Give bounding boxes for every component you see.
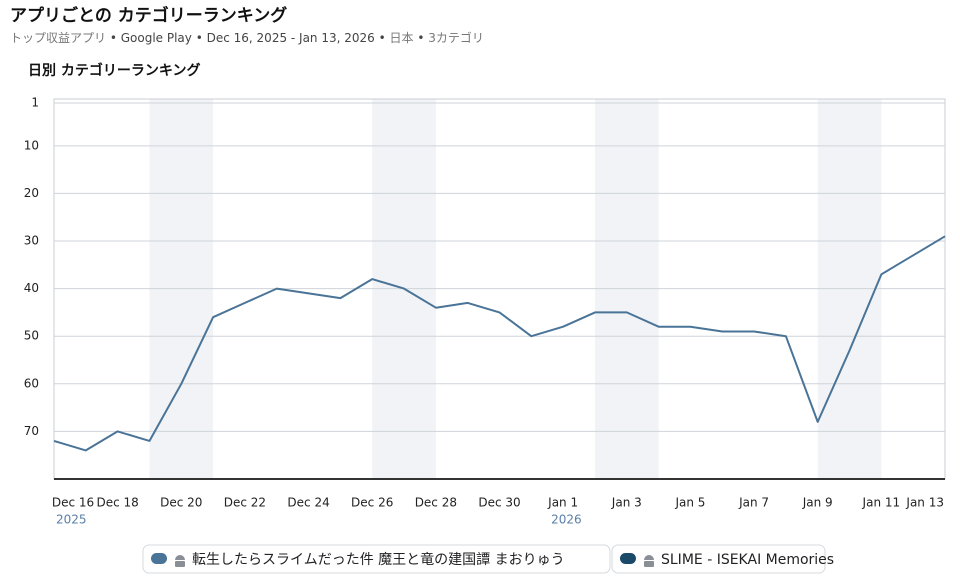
x-tick-label: Dec 22	[224, 496, 266, 510]
x-tick-label: Dec 28	[415, 496, 457, 510]
y-tick-label: 30	[24, 234, 39, 248]
chart-title: 日別 カテゴリーランキング	[28, 62, 200, 79]
android-icon	[644, 561, 654, 567]
subtitle-part: Dec 16, 2025 - Jan 13, 2026	[207, 31, 375, 45]
x-tick-label: Dec 18	[96, 496, 138, 510]
x-tick-label: Jan 11	[862, 496, 901, 510]
x-tick-label: Jan 5	[674, 496, 705, 510]
series-line	[53, 235, 946, 452]
android-icon	[175, 555, 185, 560]
x-tick-label: Jan 9	[802, 496, 833, 510]
legend-swatch	[620, 553, 636, 564]
subtitle-part: 日本	[390, 31, 414, 45]
y-tick-label: 20	[24, 186, 39, 200]
legend-label: 転生したらスライムだった件 魔王と竜の建国譚 まおりゅう	[192, 551, 565, 568]
page-title: アプリごとの カテゴリーランキング	[10, 5, 287, 26]
legend-label: SLIME - ISEKAI Memories	[661, 552, 834, 568]
y-tick-label: 70	[24, 424, 39, 438]
y-tick-label: 60	[24, 376, 39, 390]
year-label: 2025	[56, 513, 87, 527]
y-tick-label: 1	[31, 96, 39, 110]
year-label: 2026	[551, 513, 582, 527]
subtitle-part: トップ収益アプリ	[10, 31, 106, 45]
y-tick-label: 10	[24, 138, 39, 152]
x-tick-label: Dec 24	[287, 496, 329, 510]
legend-swatch	[151, 553, 167, 564]
x-tick-label: Jan 3	[611, 496, 642, 510]
legend-item[interactable]: 転生したらスライムだった件 魔王と竜の建国譚 まおりゅう	[142, 544, 611, 574]
android-icon	[644, 555, 654, 560]
subtitle: トップ収益アプリ • Google Play • Dec 16, 2025 - …	[10, 30, 484, 45]
legend-pill[interactable]	[142, 544, 611, 574]
android-icon	[175, 561, 185, 567]
x-tick-label: Dec 16	[52, 496, 94, 510]
x-tick-label: Jan 13	[905, 496, 944, 510]
subtitle-part: 3カテゴリ	[428, 30, 484, 45]
x-tick-label: Jan 1	[547, 496, 578, 510]
x-tick-label: Dec 20	[160, 496, 202, 510]
x-tick-label: Dec 26	[351, 496, 393, 510]
legend-item[interactable]: SLIME - ISEKAI Memories	[611, 544, 834, 574]
subtitle-part: Google Play	[121, 31, 192, 45]
y-tick-label: 40	[24, 281, 39, 295]
y-tick-label: 50	[24, 329, 39, 343]
x-tick-label: Jan 7	[738, 496, 769, 510]
x-tick-label: Dec 30	[478, 496, 520, 510]
legend-pill[interactable]	[611, 544, 826, 574]
